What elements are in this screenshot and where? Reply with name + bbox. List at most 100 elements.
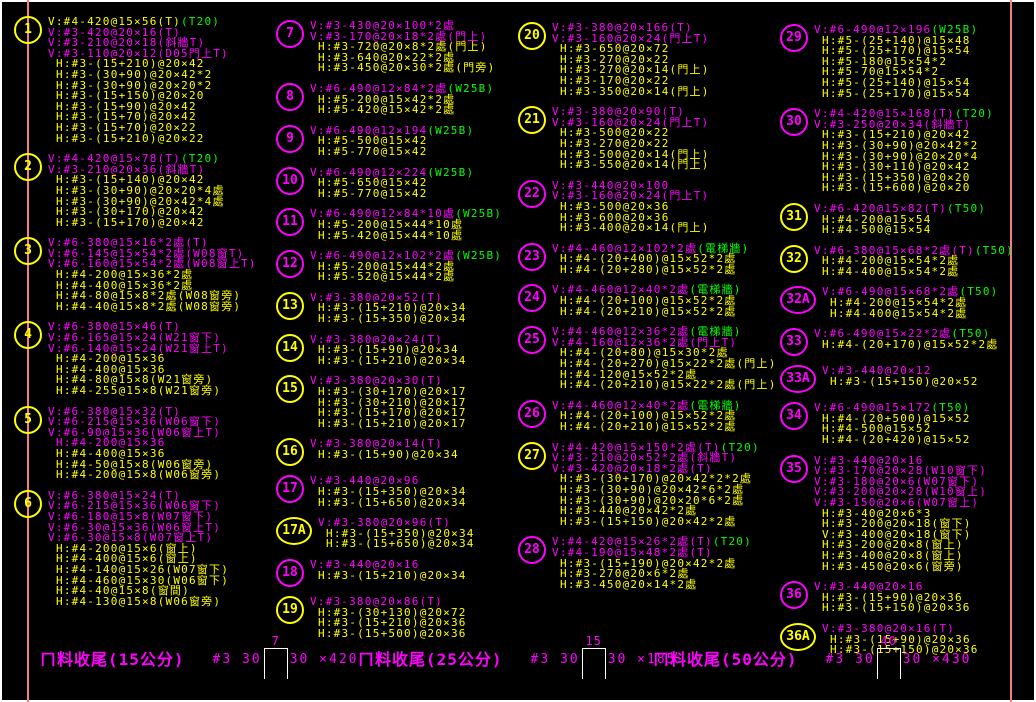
rebar-line: H:#3-(15+150)@20×42*2處: [552, 516, 768, 528]
rebar-line: H:#4-400@15×36: [48, 448, 264, 460]
item-number-badge: 33A: [780, 365, 816, 394]
item-number-badge: 13: [276, 291, 304, 320]
rebar-spec: H:#5-770@15×42: [318, 144, 428, 158]
rebar-line: V:#4-460@12×40*2處(電梯牆): [552, 283, 768, 297]
rebar-spec: H:#4-80@15×8(W21窗旁): [56, 373, 214, 387]
schedule-item-28: 28 V:#4-420@15×26*2處(T)(T20) V:#4-190@15×4…: [518, 536, 768, 590]
rebar-spec: H:#3-(15+650)@20×34: [326, 537, 475, 551]
item-lines: V:#6-490@12×84*2處(W25B) H:#5-200@15×42*2處…: [310, 83, 526, 116]
rebar-spec-tag: (T50): [931, 401, 971, 415]
rebar-spec: V:#3-380@20×166(T): [552, 21, 693, 34]
rebar-line: V:#6-490@12×84*2處(W25B): [310, 83, 526, 95]
rebar-line: V:#6-145@15×54*2處(W08窗T): [48, 248, 264, 260]
item-lines: V:#6-490@15×22*2處(T50) H:#4-(20+170)@15×5…: [814, 328, 1030, 350]
schedule-item-20: 20 V:#3-380@20×166(T) V:#3-160@20×24(門上T) H…: [518, 22, 768, 97]
rebar-line: H:#4-400@15×54*2處: [822, 306, 1030, 320]
rebar-spec-tag: (T20): [712, 535, 752, 549]
schedule-item-31: 31 V:#6-420@15×82(T)(T50) H:#4-200@15×54 H:…: [780, 201, 1030, 236]
item-number-badge: 2: [14, 153, 42, 182]
u-bar-top-dim: 7: [271, 634, 280, 648]
rebar-spec: H:#3-270@20×22: [560, 136, 670, 150]
rebar-spec-tag: (T50): [974, 243, 1014, 257]
rebar-spec: H:#4-(20+100)@15×52*2處: [560, 294, 737, 308]
rebar-line: H:#3-(15+500)@20×36: [310, 628, 526, 640]
rebar-line: H:#3-270@20×22: [552, 136, 768, 150]
rebar-spec-tag: (W25B): [427, 123, 475, 137]
rebar-line: H:#5-520@15×44*2處: [310, 270, 526, 284]
item-lines: V:#3-380@20×166(T) V:#3-160@20×24(門上T) H:#…: [552, 22, 768, 97]
item-lines: V:#6-490@12×194(W25B) H:#5-500@15×42 H:#5-…: [310, 125, 526, 158]
rebar-line: H:#5-650@15×42: [310, 177, 526, 189]
rebar-spec: H:#3-(30+170)@20×17: [318, 385, 467, 399]
rebar-spec: H:#4-400@15×54*2處: [830, 306, 968, 320]
rebar-spec: H:#5-520@15×44*2處: [318, 270, 456, 284]
rebar-spec: H:#3-440@20×42*2處: [560, 504, 698, 518]
rebar-line: V:#3-420@20×18*2處(T): [552, 463, 768, 475]
rebar-line: V:#3-200@20×28(W10窗上): [814, 486, 1030, 498]
rebar-spec: H:#4-400@15×6(窗上): [56, 552, 198, 566]
rebar-line: H:#3-(15+210)@20×17: [310, 418, 526, 430]
rebar-spec: V:#3-430@20×100*2處: [310, 19, 456, 32]
rebar-spec: H:#5-(25+140)@15×54: [822, 75, 971, 89]
rebar-line: H:#5-420@15×44*10處: [310, 230, 526, 242]
rebar-line: V:#3-160@20×24(門上T): [552, 33, 768, 45]
schedule-item-21: 21 V:#3-380@20×90(T) V:#3-160@20×24(門上T) H:…: [518, 106, 768, 171]
rebar-spec: V:#3-380@20×16(T): [822, 621, 955, 635]
rebar-line: H:#4-(20+500)@15×52: [814, 413, 1030, 425]
rebar-spec: H:#3-(15+90)@20×34: [318, 448, 459, 461]
item-number-badge: 8: [276, 82, 304, 111]
rebar-line: V:#6-490@15×68*2處(T50): [822, 286, 1030, 298]
rebar-line: H:#3-(15+140)@20×42: [48, 174, 264, 186]
rebar-line: H:#5-420@15×42*2處: [310, 104, 526, 116]
rebar-line: H:#5-200@15×44*10處: [310, 219, 526, 231]
rebar-spec: V:#3-380@20×24(T): [310, 332, 443, 346]
rebar-line: H:#3-450@20×6(窗旁): [814, 559, 1030, 573]
rebar-line: H:#4-(20+80)@15×30*2處: [552, 347, 777, 359]
schedule-item-17: 17 V:#3-440@20×96 H:#3-(15+350)@20×34 H:#3-…: [276, 475, 526, 508]
rebar-spec: V:#6-420@15×82(T): [814, 201, 947, 215]
rebar-spec: H:#3-(30+90)@20×42*2: [56, 67, 213, 81]
item-number-badge: 28: [518, 536, 546, 565]
rebar-spec-tag: (T20): [954, 107, 994, 121]
rebar-spec: V:#3-170@20×18*2處(門上): [310, 29, 488, 43]
item-lines: V:#3-440@20×16 H:#3-(15+210)@20×34: [310, 559, 526, 581]
item-lines: V:#6-380@15×16*2處(T) V:#6-145@15×54*2處(W0…: [48, 237, 264, 312]
rebar-line: H:#4-120@15×52*2處: [552, 369, 777, 381]
rebar-spec: H:#5-70@15×54*2: [822, 65, 940, 79]
rebar-spec: H:#3-(15+350)@20×34: [318, 485, 467, 498]
rebar-line: V:#3-380@20×166(T): [552, 21, 768, 34]
item-lines: V:#3-440@20×16 V:#3-170@20×28(W10窗下) V:#3-…: [814, 455, 1030, 573]
rebar-spec: H:#3-640@20×22*2處: [318, 50, 456, 64]
rebar-line: V:#6-490@12×194(W25B): [310, 123, 526, 137]
rebar-spec: V:#4-160@12×36*2處(門上T): [552, 335, 738, 349]
rebar-spec: V:#3-380@20×86(T): [310, 594, 443, 608]
item-lines: V:#4-460@12×40*2處(電梯牆) H:#4-(20+100)@15×5…: [552, 400, 768, 433]
rebar-spec: H:#3-(15+650)@20×34: [318, 495, 467, 509]
rebar-spec: H:#3-(30+170)@20×42: [56, 205, 205, 219]
rebar-spec: V:#3-110@20×12(D05門上T): [48, 46, 229, 60]
rebar-spec: V:#6-380@15×46(T): [48, 320, 181, 334]
item-number-badge: 14: [276, 333, 304, 362]
rebar-spec: H:#3-450@20×6(窗旁): [822, 559, 964, 573]
item-lines: V:#4-460@12×102*2處(電梯牆) H:#4-(20+400)@15×…: [552, 243, 768, 276]
rebar-line: H:#3-350@20×14(門上): [552, 86, 768, 98]
rebar-spec: V:#6-160@15×54*2處(W08窗上T): [48, 257, 257, 271]
rebar-spec: H:#3-270@20×14(門上): [560, 63, 710, 77]
rebar-spec: V:#6-380@15×32(T): [48, 404, 181, 418]
u-bar-footer: ㄇ料收尾(15公分) #3 30 7 30 ×420 ㄇ料收尾(25公分) #3…: [0, 634, 1036, 696]
rebar-spec: H:#4-(20+170)@15×52*2處: [822, 337, 999, 351]
rebar-line: H:#3-(30+90)@20×42*4處: [48, 196, 264, 208]
rebar-spec: H:#3-(15+70)@20×22: [56, 120, 197, 134]
rebar-line: H:#4-(20+210)@15×22*2處(門上): [552, 379, 777, 391]
rebar-spec: V:#3-380@20×52(T): [310, 290, 443, 304]
rebar-spec: V:#3-380@20×30(T): [310, 374, 443, 388]
rebar-line: H:#4-255@15×8(W21窗旁): [48, 385, 264, 397]
schedule-column-3: 20 V:#3-380@20×166(T) V:#3-160@20×24(門上T) H…: [518, 22, 775, 599]
rebar-line: V:#6-140@15×24(W21窗上T): [48, 343, 264, 355]
rebar-spec: V:#4-460@12×40*2處: [552, 283, 690, 297]
schedule-item-25: 25 V:#4-460@12×36*2處(電梯牆) V:#4-160@12×36*2…: [518, 326, 775, 391]
rebar-spec: H:#3-(15+210)@20×34: [318, 353, 467, 367]
rebar-line: V:#6-490@12×84*10處(W25B): [310, 208, 526, 220]
u-bar-size: #3 30: [212, 652, 262, 667]
